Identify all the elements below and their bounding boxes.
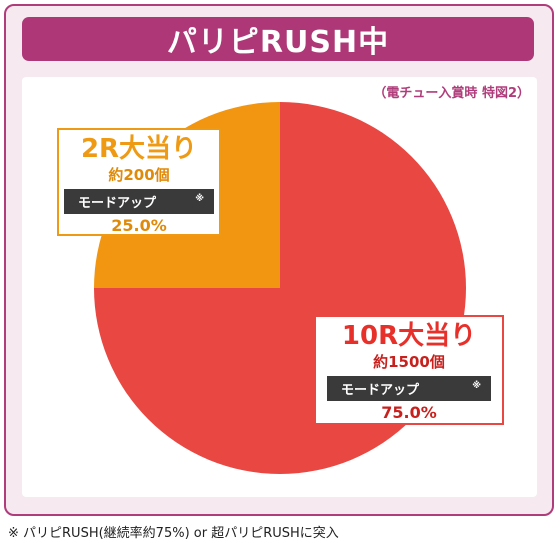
page-title: パリピRUSH中: [22, 17, 534, 61]
slice-count-2r: 約200個: [108, 166, 170, 184]
label-box-10r: 10R大当り 約1500個 モードアップ ※ 75.0%: [314, 315, 504, 425]
label-box-2r: 2R大当り 約200個 モードアップ ※ 25.0%: [57, 128, 221, 236]
slice-label-2r: 2R大当り: [80, 134, 198, 164]
slice-percent-10r: 75.0%: [381, 403, 437, 422]
mode-label-2r: モードアップ: [78, 196, 157, 211]
slice-percent-2r: 25.0%: [111, 216, 167, 235]
mode-label-10r: モードアップ: [341, 383, 420, 398]
mode-badge-10r: モードアップ ※: [327, 376, 491, 401]
condition-note: （電チュー入賞時 特図2）: [373, 86, 530, 101]
slice-label-10r: 10R大当り: [341, 321, 477, 351]
slice-count-10r: 約1500個: [373, 353, 445, 371]
note-mark-2r: ※: [195, 194, 204, 204]
footnote: ※ パリピRUSH(継続率約75%) or 超パリピRUSHに突入: [8, 526, 339, 541]
mode-badge-2r: モードアップ ※: [64, 189, 214, 214]
note-mark-10r: ※: [472, 381, 481, 391]
